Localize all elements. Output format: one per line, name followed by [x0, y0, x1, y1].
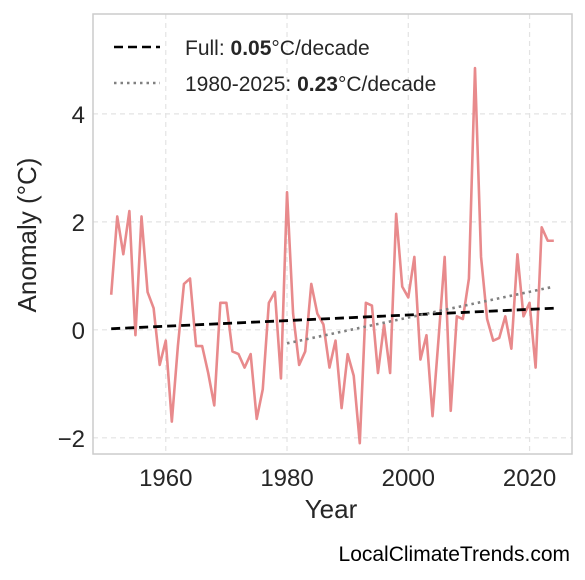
legend-label-recent: 1980-2025: 0.23°C/decade — [185, 73, 436, 96]
x-tick-label: 1980 — [260, 465, 313, 492]
legend-unit-full: °C/decade — [271, 37, 369, 60]
legend-name-full: Full: — [185, 37, 225, 60]
y-tick-label: 2 — [72, 210, 85, 237]
legend-rate-recent: 0.23 — [297, 73, 338, 96]
y-axis-title: Anomaly (°C) — [12, 158, 42, 313]
legend-name-recent: 1980-2025: — [185, 73, 291, 96]
y-tick-label: 0 — [72, 318, 85, 345]
x-tick-label: 1960 — [139, 465, 192, 492]
legend-rate-full: 0.05 — [231, 37, 272, 60]
tick-labels: 1960 1980 2000 2020 −2 0 2 4 — [58, 102, 557, 492]
trend-line-full — [111, 306, 554, 331]
x-tick-label: 2020 — [503, 465, 556, 492]
legend: Full: 0.05°C/decade 1980-2025: 0.23°C/de… — [114, 37, 436, 96]
anomaly-series-line — [109, 66, 554, 445]
grid — [93, 14, 572, 454]
legend-unit-recent: °C/decade — [338, 73, 436, 96]
watermark: LocalClimateTrends.com — [339, 543, 570, 566]
legend-label-full: Full: 0.05°C/decade — [185, 37, 370, 60]
x-tick-label: 2000 — [382, 465, 435, 492]
plot-frame — [92, 13, 573, 455]
y-tick-label: 4 — [72, 102, 85, 129]
series — [109, 66, 555, 445]
x-axis-title: Year — [305, 494, 358, 524]
y-tick-label: −2 — [58, 426, 85, 453]
